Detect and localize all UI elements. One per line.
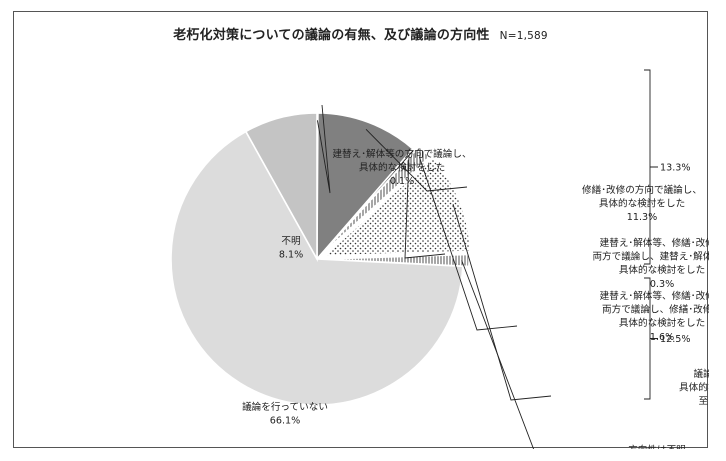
leader-line bbox=[461, 260, 578, 459]
slice-label: 修繕･改修の方向で議論し、具体的な検討をした 11.3% bbox=[582, 184, 702, 223]
pie-slice bbox=[322, 253, 470, 268]
chart-title: 老朽化対策についての議論の有無、及び議論の方向性 N=1,589 bbox=[14, 24, 707, 43]
sample-size-label: N=1,589 bbox=[499, 30, 548, 42]
slice-label-line: 議論を行っていない bbox=[242, 401, 328, 413]
title-text: 老朽化対策についての議論の有無、及び議論の方向性 bbox=[173, 28, 490, 43]
slice-value-label: 66.1% bbox=[270, 416, 300, 427]
pie-slice bbox=[320, 145, 431, 256]
pie-slice bbox=[244, 112, 318, 263]
group-bracket-label: 12.5% bbox=[660, 334, 690, 345]
pie-chart: 建替え･解体等の方向で議論し、具体的な検討をした 0.1%修繕･改修の方向で議論し… bbox=[170, 69, 726, 461]
slice-label-line: 具体的な検討をした bbox=[359, 162, 445, 174]
slice-label: 議論を行っていない 66.1% bbox=[242, 401, 328, 427]
slice-label: 建替え･解体等の方向で議論し、具体的な検討をした 0.1% bbox=[332, 148, 471, 187]
slice-label: 建替え･解体等、修繕･改修の両方で議論し、修繕･改修で具体的な検討をした 1.6% bbox=[600, 290, 709, 343]
group-bracket bbox=[644, 277, 658, 400]
slice-value-label: 8.1% bbox=[279, 250, 303, 261]
slice-label-line: 不明 bbox=[281, 236, 300, 247]
slice-label-line: 具体的な検討をするに bbox=[679, 382, 709, 394]
slice-label-line: 具体的な検討をした bbox=[619, 264, 705, 276]
slice-label: 建替え･解体等、修繕･改修の両方で議論し、建替え･解体等で具体的な検討をした 0.… bbox=[592, 237, 709, 290]
pie-slice bbox=[322, 156, 472, 257]
chart-frame: 老朽化対策についての議論の有無、及び議論の方向性 N=1,589 建替え･解体等の… bbox=[13, 11, 726, 461]
slice-label-line: 建替え･解体等、修繕･改修の bbox=[600, 237, 709, 249]
slice-value-label: 11.3% bbox=[627, 212, 657, 223]
slice-label-line: 方向性は不明 bbox=[628, 444, 686, 449]
slice-label-line: 建替え･解体等、修繕･改修の bbox=[600, 290, 709, 302]
slice-label-line: 議論はしたが、 bbox=[694, 368, 709, 380]
slice-value-label: 0.3% bbox=[650, 279, 674, 290]
leader-line bbox=[418, 156, 518, 331]
slice-label-line: 修繕･改修の方向で議論し、 bbox=[582, 184, 702, 196]
group-bracket bbox=[644, 69, 658, 265]
slice-label-line: 両方で議論し、建替え･解体等で bbox=[592, 251, 709, 263]
slice-label: 不明 8.1% bbox=[279, 236, 303, 261]
slice-label-line: 至っていない bbox=[698, 396, 709, 407]
group-bracket-label: 13.3% bbox=[660, 163, 690, 174]
slice-label-line: 具体的な検討をした bbox=[619, 317, 705, 329]
leader-line bbox=[452, 204, 552, 401]
leader-line bbox=[404, 155, 446, 259]
slice-label-line: 両方で議論し、修繕･改修で bbox=[602, 304, 709, 316]
slice-value-label: 1.6% bbox=[650, 332, 674, 343]
slice-label-line: 建替え･解体等の方向で議論し、 bbox=[332, 148, 471, 160]
slice-label: 議論はしたが、具体的な検討をするに至っていない11.2% bbox=[679, 368, 709, 421]
slice-value-label: 0.1% bbox=[390, 176, 414, 187]
pie-slice bbox=[170, 130, 464, 406]
slice-label: 方向性は不明1.3% bbox=[628, 444, 686, 449]
leader-line bbox=[365, 128, 468, 192]
slice-label-line: 具体的な検討をした bbox=[599, 198, 685, 210]
leader-line bbox=[316, 104, 331, 194]
